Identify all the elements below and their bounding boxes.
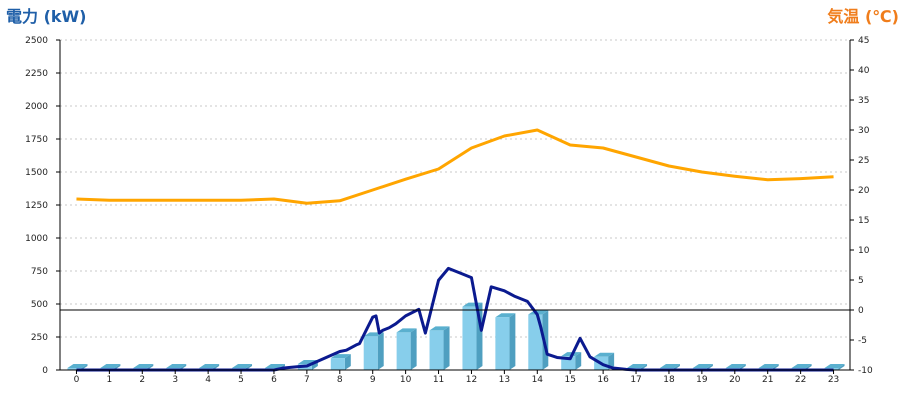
right-tick-label: 10 bbox=[858, 246, 870, 256]
line-series bbox=[60, 128, 850, 372]
left-tick-label: 2000 bbox=[25, 102, 48, 112]
x-tick-label: 17 bbox=[630, 375, 641, 385]
left-tick-label: 2250 bbox=[25, 69, 48, 79]
bar-side bbox=[443, 326, 450, 370]
left-tick-label: 750 bbox=[31, 267, 48, 277]
x-tick-label: 10 bbox=[400, 375, 412, 385]
x-tick-label: 1 bbox=[107, 375, 113, 385]
left-tick-label: 1250 bbox=[25, 201, 48, 211]
x-tick-label: 6 bbox=[271, 375, 277, 385]
x-tick-label: 9 bbox=[370, 375, 376, 385]
bar-side bbox=[838, 364, 845, 370]
bar-top bbox=[429, 326, 450, 331]
bar bbox=[495, 317, 510, 370]
x-tick-label: 13 bbox=[499, 375, 510, 385]
bar-top bbox=[594, 352, 615, 357]
bar-side bbox=[410, 328, 417, 370]
left-tick-label: 1000 bbox=[25, 234, 48, 244]
x-tick-label: 21 bbox=[762, 375, 773, 385]
left-tick-label: 1500 bbox=[25, 168, 48, 178]
x-tick-label: 4 bbox=[205, 375, 211, 385]
bar bbox=[462, 306, 477, 370]
x-tick-label: 11 bbox=[433, 375, 444, 385]
bar-side bbox=[377, 332, 384, 370]
x-tick-label: 18 bbox=[663, 375, 675, 385]
x-tick-label: 12 bbox=[466, 375, 477, 385]
left-axis-title: 電力 (kW) bbox=[6, 7, 87, 26]
left-tick-label: 1750 bbox=[25, 135, 48, 145]
bar-top bbox=[166, 364, 187, 368]
x-tick-label: 7 bbox=[304, 375, 310, 385]
bar-top bbox=[824, 364, 845, 368]
x-tick-label: 15 bbox=[564, 375, 575, 385]
left-tick-label: 2500 bbox=[25, 36, 48, 46]
bar-top bbox=[659, 364, 680, 368]
bar bbox=[429, 330, 444, 370]
grid-lines bbox=[60, 39, 850, 338]
left-tick-label: 250 bbox=[31, 333, 48, 343]
x-tick-label: 5 bbox=[238, 375, 244, 385]
right-tick-label: 5 bbox=[858, 276, 864, 286]
bar-top bbox=[330, 354, 351, 359]
right-tick-label: 40 bbox=[858, 66, 870, 76]
right-tick-label: -10 bbox=[858, 366, 873, 376]
temperature-line bbox=[76, 128, 834, 205]
bar-top bbox=[100, 364, 121, 368]
right-axis-title: 気温 (℃) bbox=[827, 7, 899, 26]
bar bbox=[363, 336, 378, 370]
bar-side bbox=[509, 313, 516, 370]
x-tick-labels: 0 1 2 3 4 5 6 7 8 9 10 11 12 13 14 15 16 17 18 19 20 21 22 23 bbox=[74, 375, 840, 385]
bar bbox=[396, 332, 411, 370]
right-tick-label: 35 bbox=[858, 96, 869, 106]
bar-top bbox=[495, 313, 516, 318]
axes bbox=[56, 39, 854, 374]
x-tick-label: 16 bbox=[597, 375, 609, 385]
right-tick-label: 25 bbox=[858, 156, 869, 166]
left-tick-label: 0 bbox=[42, 366, 48, 376]
right-tick-label: -5 bbox=[858, 336, 867, 346]
x-tick-label: 22 bbox=[795, 375, 806, 385]
x-tick-label: 3 bbox=[172, 375, 178, 385]
x-tick-label: 19 bbox=[696, 375, 708, 385]
x-tick-label: 23 bbox=[828, 375, 839, 385]
x-tick-label: 8 bbox=[337, 375, 343, 385]
bar-top bbox=[758, 364, 779, 368]
bar bbox=[330, 358, 345, 370]
bar-top bbox=[67, 364, 88, 368]
bar-top bbox=[692, 364, 713, 368]
right-tick-label: 45 bbox=[858, 36, 869, 46]
bar-top bbox=[232, 364, 253, 368]
bar-top bbox=[264, 364, 285, 368]
bar-top bbox=[199, 364, 220, 368]
x-tick-label: 20 bbox=[729, 375, 741, 385]
bar-series bbox=[67, 302, 845, 370]
right-tick-label: 30 bbox=[858, 126, 870, 136]
right-tick-label: 0 bbox=[858, 306, 864, 316]
x-tick-label: 14 bbox=[532, 375, 544, 385]
bar-top bbox=[627, 364, 648, 368]
bar-top bbox=[725, 364, 746, 368]
right-tick-label: 15 bbox=[858, 216, 869, 226]
bar-top bbox=[791, 364, 812, 368]
bar bbox=[528, 314, 543, 370]
left-tick-label: 500 bbox=[31, 300, 48, 310]
right-tick-labels: -10 -5 0 5 10 15 20 25 30 35 40 45 bbox=[858, 36, 873, 376]
x-tick-label: 0 bbox=[74, 375, 80, 385]
left-tick-labels: 0 250 500 750 1000 1250 1500 1750 2000 2250 2500 bbox=[25, 36, 48, 376]
bar-top bbox=[396, 328, 417, 333]
bar bbox=[67, 368, 82, 370]
power-line bbox=[76, 266, 834, 372]
x-tick-label: 2 bbox=[139, 375, 145, 385]
bar-side bbox=[575, 352, 582, 370]
right-tick-label: 20 bbox=[858, 186, 870, 196]
bar-top bbox=[133, 364, 154, 368]
bar-side bbox=[344, 354, 351, 370]
